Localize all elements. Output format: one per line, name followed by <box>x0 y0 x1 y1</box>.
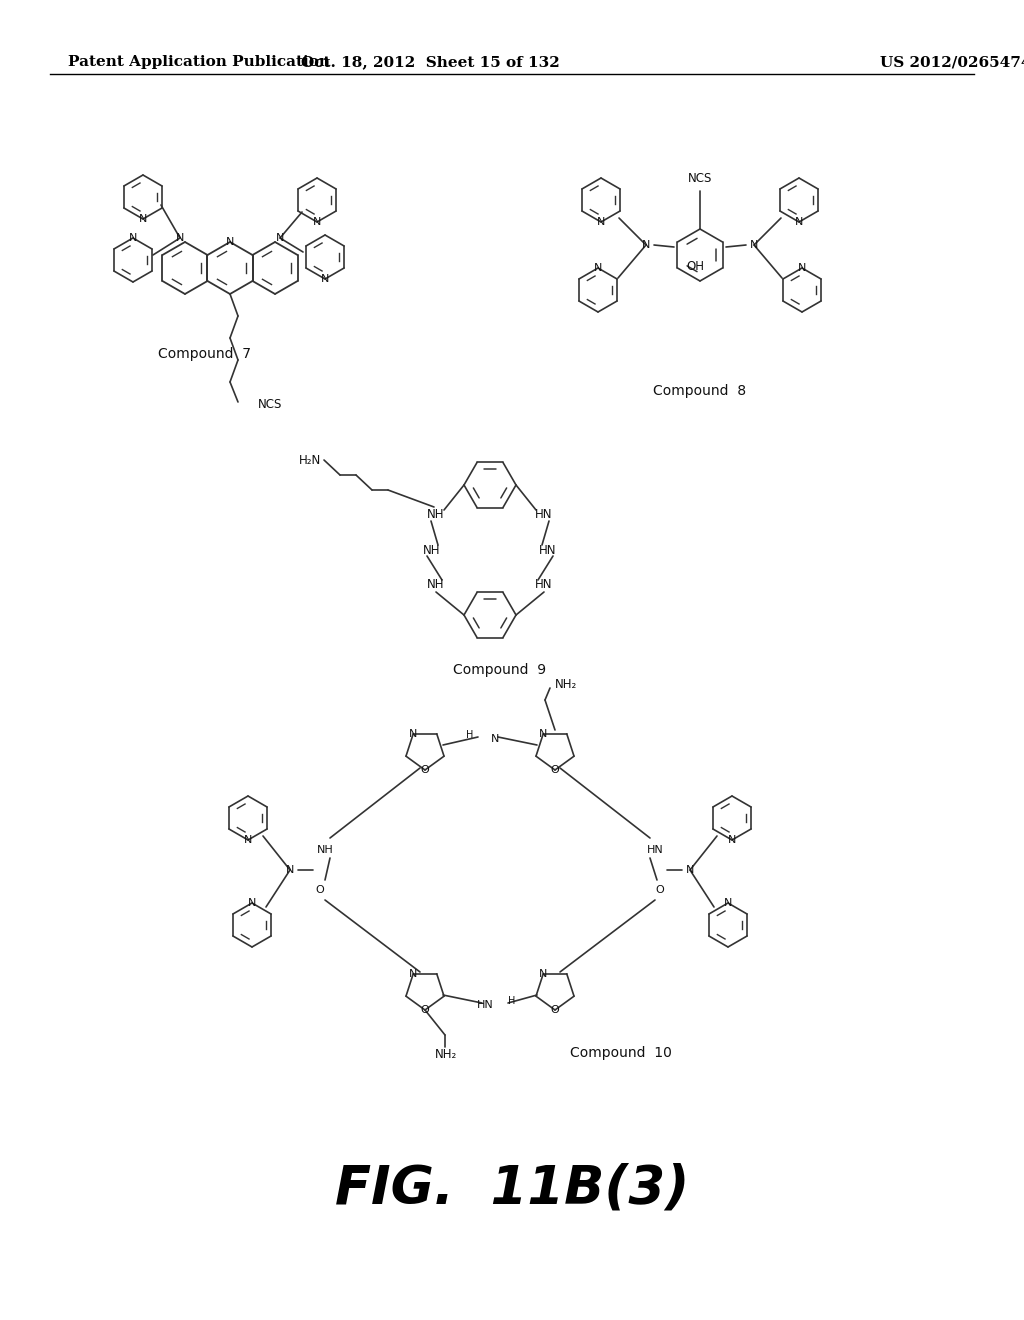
Text: N: N <box>490 734 499 744</box>
Text: O: O <box>551 1005 559 1015</box>
Text: Oct. 18, 2012  Sheet 15 of 132: Oct. 18, 2012 Sheet 15 of 132 <box>301 55 559 69</box>
Text: NH: NH <box>423 544 440 557</box>
Text: Compound  9: Compound 9 <box>454 663 547 677</box>
Text: HN: HN <box>536 508 553 521</box>
Text: N: N <box>539 729 548 739</box>
Text: NH: NH <box>427 578 444 591</box>
Text: Compound  10: Compound 10 <box>570 1045 672 1060</box>
Text: O: O <box>315 884 325 895</box>
Text: OH: OH <box>686 260 705 273</box>
Text: N: N <box>724 898 732 908</box>
Text: N: N <box>795 216 803 227</box>
Text: Patent Application Publication: Patent Application Publication <box>68 55 330 69</box>
Text: NH₂: NH₂ <box>555 678 578 692</box>
Text: HN: HN <box>646 845 664 855</box>
Text: Compound  8: Compound 8 <box>653 384 746 399</box>
Text: O: O <box>421 1005 429 1015</box>
Text: N: N <box>248 898 256 908</box>
Text: N: N <box>313 216 322 227</box>
Text: N: N <box>798 263 806 273</box>
Text: Compound  7: Compound 7 <box>158 347 251 360</box>
Text: HN: HN <box>476 1001 494 1010</box>
Text: N: N <box>597 216 605 227</box>
Text: HN: HN <box>540 544 557 557</box>
Text: O: O <box>421 766 429 775</box>
Text: FIG.  11B(3): FIG. 11B(3) <box>335 1162 689 1214</box>
Text: N: N <box>321 275 330 284</box>
Text: N: N <box>594 263 602 273</box>
Text: HN: HN <box>536 578 553 591</box>
Text: O: O <box>551 766 559 775</box>
Text: O: O <box>655 884 665 895</box>
Text: N: N <box>409 729 418 739</box>
Text: NH₂: NH₂ <box>435 1048 458 1061</box>
Text: N: N <box>409 969 418 979</box>
Text: H₂N: H₂N <box>299 454 322 466</box>
Text: NH: NH <box>427 508 444 521</box>
Text: N: N <box>686 865 694 875</box>
Text: N: N <box>129 234 137 243</box>
Text: H: H <box>508 997 516 1006</box>
Text: N: N <box>244 836 252 845</box>
Text: N: N <box>539 969 548 979</box>
Text: H: H <box>466 730 474 741</box>
Text: N: N <box>139 214 147 224</box>
Text: US 2012/0265474 A1: US 2012/0265474 A1 <box>880 55 1024 69</box>
Text: NCS: NCS <box>688 173 712 186</box>
Text: N: N <box>642 240 650 249</box>
Text: N: N <box>750 240 758 249</box>
Text: N: N <box>728 836 736 845</box>
Text: N: N <box>286 865 294 875</box>
Text: N: N <box>226 238 234 247</box>
Text: N: N <box>275 234 285 243</box>
Text: NH: NH <box>316 845 334 855</box>
Text: N: N <box>176 234 184 243</box>
Text: NCS: NCS <box>258 397 283 411</box>
